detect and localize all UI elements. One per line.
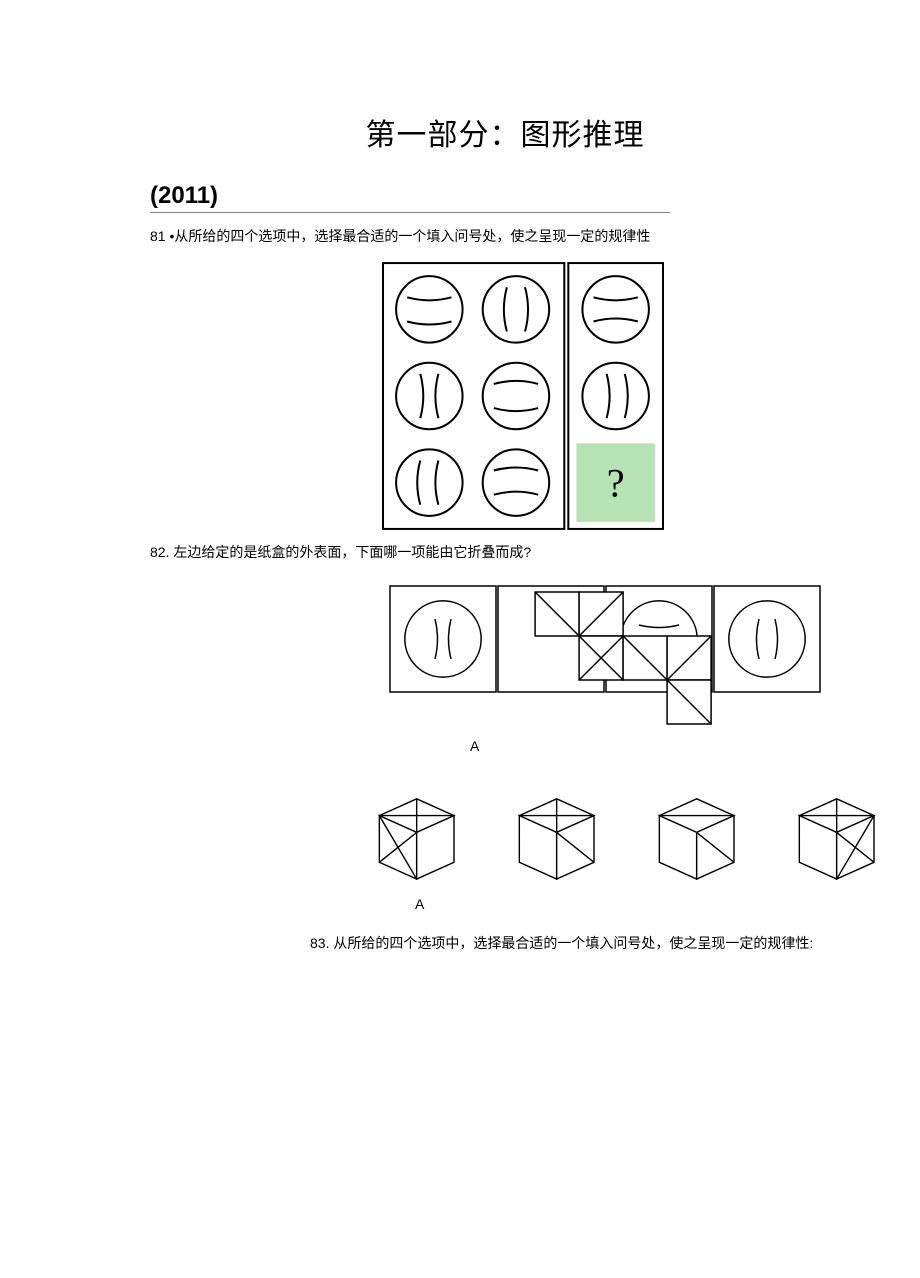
figure-81: ? xyxy=(382,261,860,531)
figure-82-cubes xyxy=(370,790,860,886)
svg-text:?: ? xyxy=(607,461,625,506)
option-label-a-bottom: A xyxy=(415,896,860,912)
question-82: 82. 左边给定的是纸盒的外表面，下面哪一项能由它折叠而成? xyxy=(150,541,860,563)
page-title: 第一部分：图形推理 xyxy=(150,110,860,154)
year-label: (2011) xyxy=(150,182,670,213)
question-81: 81 •从所给的四个选项中，选择最合适的一个填入问号处，使之呈现一定的规律性 xyxy=(150,225,860,247)
figure-82-top xyxy=(382,584,860,732)
option-label-a-top: A xyxy=(470,738,860,754)
question-83: 83. 从所给的四个选项中，选择最合适的一个填入问号处，使之呈现一定的规律性: xyxy=(310,932,860,954)
